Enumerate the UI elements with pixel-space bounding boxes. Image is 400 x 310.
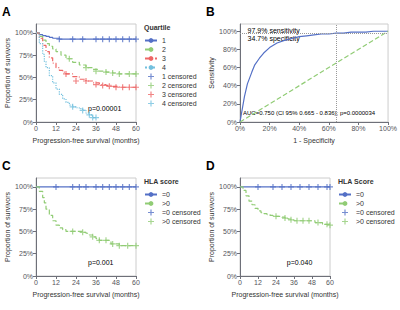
svg-text:100%: 100% <box>15 183 33 190</box>
svg-text:=0: =0 <box>162 191 170 198</box>
svg-text:C: C <box>2 159 11 173</box>
svg-text:20%: 20% <box>263 125 277 132</box>
svg-text:p=0.00001: p=0.00001 <box>88 105 121 113</box>
svg-text:80%: 80% <box>223 46 237 53</box>
svg-text:Progression-free survival (mon: Progression-free survival (months) <box>33 137 140 145</box>
svg-text:0: 0 <box>238 279 242 286</box>
svg-text:0: 0 <box>34 125 38 132</box>
svg-text:25%: 25% <box>19 250 33 257</box>
svg-text:Sensitivity: Sensitivity <box>208 57 216 89</box>
svg-text:80%: 80% <box>351 125 365 132</box>
svg-text:1 censored: 1 censored <box>162 73 197 80</box>
svg-text:A: A <box>2 5 11 19</box>
svg-text:0%: 0% <box>227 273 237 280</box>
svg-text:>0: >0 <box>356 200 364 207</box>
svg-text:100%: 100% <box>219 28 237 35</box>
svg-text:HLA Score: HLA Score <box>338 178 374 185</box>
svg-text:>0 censored: >0 censored <box>356 218 395 225</box>
svg-text:60: 60 <box>132 125 140 132</box>
svg-text:25%: 25% <box>19 96 33 103</box>
svg-text:75%: 75% <box>19 206 33 213</box>
svg-text:100%: 100% <box>15 29 33 36</box>
svg-text:24: 24 <box>72 125 80 132</box>
svg-text:Quartile: Quartile <box>144 24 171 32</box>
svg-text:20%: 20% <box>223 100 237 107</box>
svg-text:50%: 50% <box>19 74 33 81</box>
svg-text:12: 12 <box>52 279 60 286</box>
svg-text:0%: 0% <box>226 118 237 126</box>
svg-text:4: 4 <box>162 64 166 71</box>
svg-text:36: 36 <box>92 125 100 132</box>
svg-text:24: 24 <box>272 279 280 286</box>
svg-text:36: 36 <box>92 279 100 286</box>
svg-text:D: D <box>206 159 215 173</box>
svg-text:B: B <box>206 5 215 19</box>
svg-text:0%: 0% <box>23 119 33 126</box>
svg-text:12: 12 <box>254 279 262 286</box>
svg-text:AUC=0.750 (CI 95% 0.665 - 0.83: AUC=0.750 (CI 95% 0.665 - 0.836); p=0.00… <box>243 110 376 116</box>
svg-text:=0 censored: =0 censored <box>356 209 395 216</box>
svg-text:60%: 60% <box>223 64 237 71</box>
svg-text:2: 2 <box>162 46 166 53</box>
svg-text:p=0.040: p=0.040 <box>287 259 313 267</box>
svg-text:3: 3 <box>162 55 166 62</box>
svg-text:100%: 100% <box>219 183 237 190</box>
svg-text:25%: 25% <box>223 250 237 257</box>
svg-text:75%: 75% <box>223 206 237 213</box>
svg-text:Proportion of survivors: Proportion of survivors <box>4 37 12 108</box>
svg-text:p=0.001: p=0.001 <box>88 259 114 267</box>
svg-text:>0: >0 <box>162 200 170 207</box>
svg-text:36: 36 <box>290 279 298 286</box>
svg-text:=0: =0 <box>356 191 364 198</box>
svg-text:50%: 50% <box>223 228 237 235</box>
svg-text:3 censored: 3 censored <box>162 91 197 98</box>
svg-text:24: 24 <box>72 279 80 286</box>
svg-text:97.9% sensitivity: 97.9% sensitivity <box>247 26 300 34</box>
svg-text:2 censored: 2 censored <box>162 82 197 89</box>
svg-text:=0 censored: =0 censored <box>162 209 201 216</box>
svg-text:48: 48 <box>112 279 120 286</box>
svg-text:60: 60 <box>132 279 140 286</box>
svg-text:100%: 100% <box>379 125 397 132</box>
svg-text:34.7% specificity: 34.7% specificity <box>247 34 300 42</box>
svg-text:40%: 40% <box>292 125 306 132</box>
svg-text:0: 0 <box>34 279 38 286</box>
svg-text:1 - Specificity: 1 - Specificity <box>293 137 335 145</box>
svg-text:Progression-free survival (mon: Progression-free survival (months) <box>33 291 140 299</box>
svg-text:1: 1 <box>162 37 166 44</box>
svg-text:>0 censored: >0 censored <box>162 218 201 225</box>
svg-text:HLA score: HLA score <box>144 178 179 185</box>
svg-text:0%: 0% <box>23 273 33 280</box>
svg-text:Progression-free survival (mon: Progression-free survival (months) <box>232 291 339 299</box>
svg-text:60%: 60% <box>322 125 336 132</box>
svg-text:40%: 40% <box>223 82 237 89</box>
svg-text:12: 12 <box>52 125 60 132</box>
svg-text:0%: 0% <box>235 125 245 132</box>
svg-text:48: 48 <box>308 279 316 286</box>
svg-text:Proportion of survivors: Proportion of survivors <box>4 191 12 262</box>
svg-text:75%: 75% <box>19 52 33 59</box>
svg-text:50%: 50% <box>19 228 33 235</box>
svg-text:48: 48 <box>112 125 120 132</box>
svg-text:4 censored: 4 censored <box>162 100 197 107</box>
svg-text:60: 60 <box>326 279 334 286</box>
svg-text:Proportion of survivors: Proportion of survivors <box>208 191 216 262</box>
